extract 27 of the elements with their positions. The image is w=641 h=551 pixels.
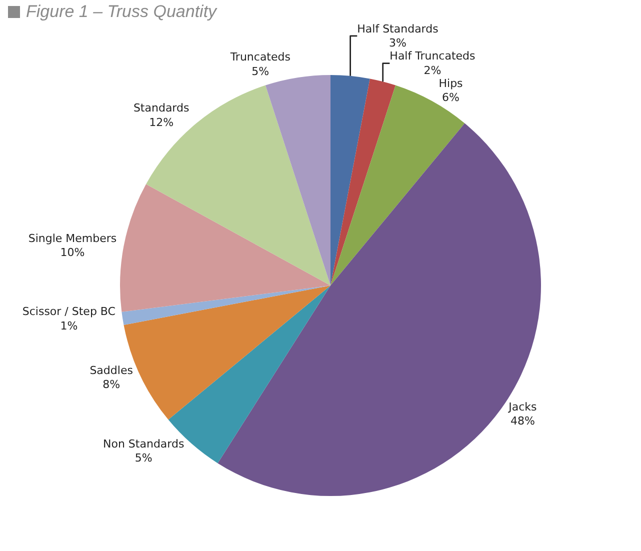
pie-slice (120, 184, 330, 312)
data-label: 5% (252, 64, 270, 78)
slice-label: Truncateds (229, 50, 291, 64)
pie-slice (265, 75, 330, 286)
slice-label: Non Standards (103, 437, 184, 450)
data-label: 48% (510, 414, 535, 428)
data-label: 8% (102, 378, 120, 392)
slice-label: Jacks (508, 400, 538, 414)
slice-label: Scissor / Step BC (22, 305, 116, 318)
pie-slice (330, 75, 370, 286)
data-label: 1% (60, 319, 78, 332)
pie-slice (330, 78, 396, 286)
slice-label: Half Truncateds (390, 50, 476, 63)
data-label: 2% (424, 64, 442, 77)
slice-label: Saddles (90, 364, 134, 377)
slice-label: Hips (438, 76, 464, 90)
data-label: 5% (134, 452, 152, 465)
pie-slice (122, 286, 330, 325)
data-label: 6% (442, 91, 460, 104)
data-label: 10% (60, 246, 85, 260)
slice-label: Standards (133, 102, 190, 115)
chart-title: Figure 1 – Truss Quantity (26, 2, 217, 22)
pie-slice (218, 123, 541, 496)
data-label: 3% (389, 36, 406, 50)
slice-label: Single Members (28, 232, 117, 245)
slice-label: Half Standards (357, 22, 439, 36)
data-label: 12% (149, 116, 174, 129)
